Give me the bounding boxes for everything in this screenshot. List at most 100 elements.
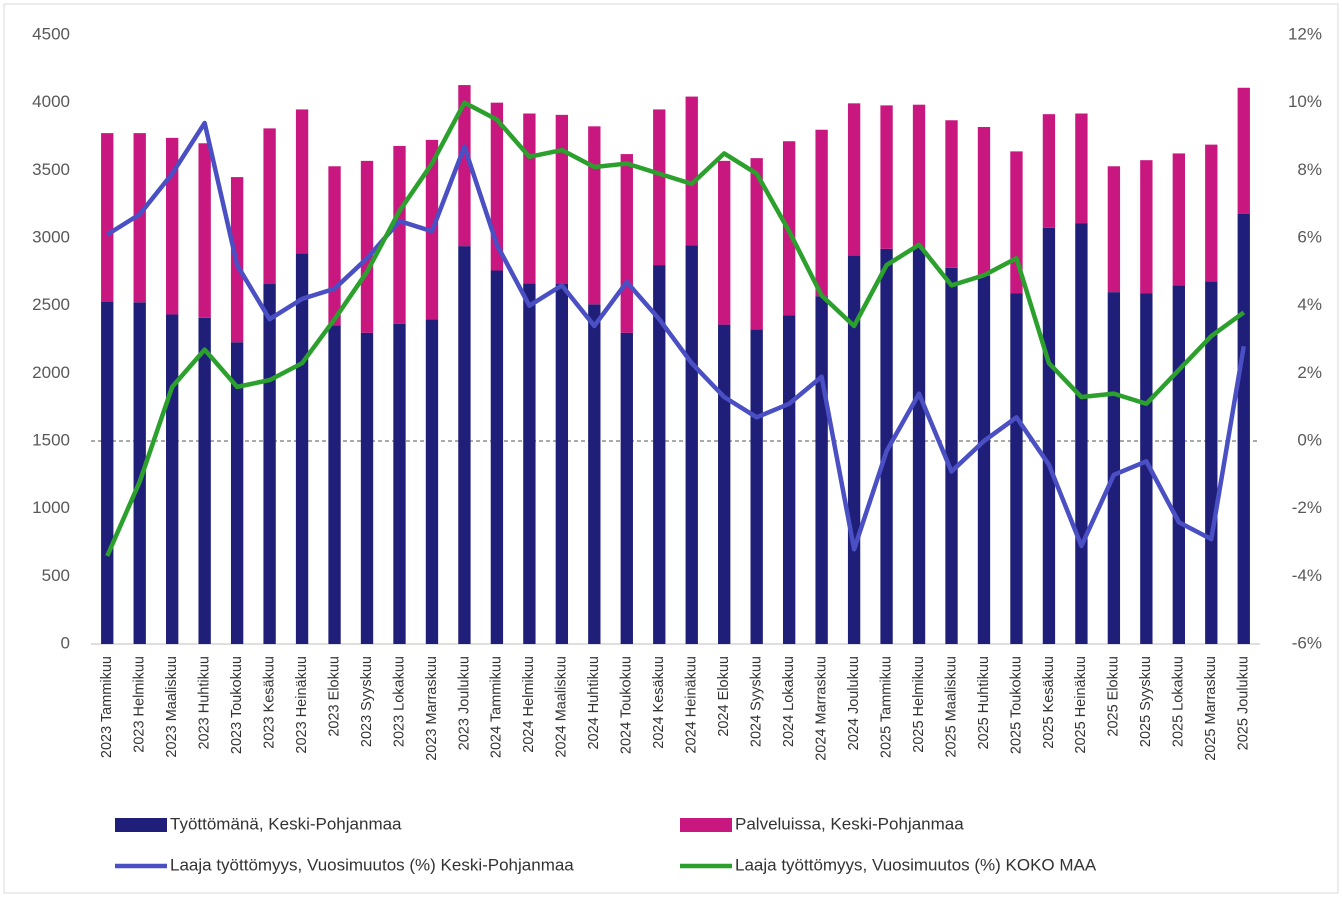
legend-swatch bbox=[680, 818, 732, 832]
y-tick-label: 3500 bbox=[32, 160, 70, 179]
legend-label: Laaja työttömyys, Vuosimuutos (%) Keski-… bbox=[170, 855, 574, 874]
x-tick-label: 2025 Heinäkuu bbox=[1073, 656, 1089, 754]
bar bbox=[295, 109, 309, 254]
bar bbox=[750, 329, 763, 644]
x-tick-label: 2024 Huhtikuu bbox=[586, 656, 602, 750]
x-tick-label: 2024 Toukokuu bbox=[619, 656, 635, 754]
x-tick-label: 2023 Marraskuu bbox=[424, 656, 440, 761]
x-tick-label: 2025 Huhtikuu bbox=[976, 656, 992, 750]
bar bbox=[555, 114, 569, 285]
bar bbox=[133, 302, 146, 644]
x-tick-label: 2025 Kesäkuu bbox=[1041, 656, 1057, 749]
bar bbox=[555, 284, 569, 644]
bar bbox=[1205, 144, 1218, 282]
bar bbox=[588, 304, 601, 644]
legend-label: Työttömänä, Keski-Pohjanmaa bbox=[170, 814, 402, 833]
x-tick-label: 2025 Joulukuu bbox=[1236, 656, 1252, 750]
y-tick-label: 4500 bbox=[32, 24, 70, 43]
bar bbox=[1237, 213, 1250, 644]
bar bbox=[1237, 87, 1250, 214]
bar bbox=[198, 317, 211, 644]
bar bbox=[945, 267, 958, 644]
x-tick-label: 2023 Elokuu bbox=[326, 656, 342, 737]
x-tick-label: 2025 Tammikuu bbox=[878, 656, 894, 758]
bar bbox=[1205, 281, 1218, 644]
x-tick-label: 2023 Heinäkuu bbox=[294, 656, 310, 754]
bar bbox=[880, 248, 893, 644]
bar bbox=[977, 275, 991, 644]
y2-tick-label: 8% bbox=[1297, 160, 1322, 179]
y-tick-label: 0 bbox=[61, 633, 70, 652]
x-tick-label: 2023 Maaliskuu bbox=[164, 656, 180, 758]
x-tick-label: 2023 Joulukuu bbox=[456, 656, 472, 750]
x-tick-label: 2024 Marraskuu bbox=[813, 656, 829, 761]
y2-tick-label: 4% bbox=[1297, 295, 1322, 314]
x-tick-label: 2023 Syyskuu bbox=[359, 656, 375, 747]
bar bbox=[198, 143, 211, 318]
y2-tick-label: 0% bbox=[1297, 430, 1322, 449]
x-tick-label: 2025 Maaliskuu bbox=[943, 656, 959, 758]
y-tick-label: 500 bbox=[42, 566, 70, 585]
bar bbox=[230, 342, 244, 644]
bar bbox=[263, 128, 276, 285]
bar bbox=[166, 137, 179, 315]
y-tick-label: 3000 bbox=[32, 227, 70, 246]
bar bbox=[458, 246, 471, 644]
x-tick-label: 2025 Toukokuu bbox=[1008, 656, 1024, 754]
bar bbox=[133, 133, 146, 303]
x-tick-label: 2024 Elokuu bbox=[716, 656, 732, 737]
x-tick-label: 2024 Syyskuu bbox=[749, 656, 765, 747]
legend-label: Palveluissa, Keski-Pohjanmaa bbox=[735, 814, 964, 833]
bar bbox=[718, 160, 731, 325]
y-tick-label: 4000 bbox=[32, 92, 70, 111]
bar bbox=[620, 332, 633, 644]
line bbox=[105, 100, 1246, 557]
x-tick-label: 2025 Helmikuu bbox=[911, 656, 927, 753]
x-tick-label: 2025 Lokakuu bbox=[1171, 656, 1187, 747]
bar bbox=[490, 270, 504, 644]
bar bbox=[653, 109, 666, 266]
legend-label: Laaja työttömyys, Vuosimuutos (%) KOKO M… bbox=[735, 855, 1097, 874]
bar bbox=[815, 296, 828, 644]
y2-tick-label: -4% bbox=[1292, 566, 1322, 585]
x-tick-label: 2023 Tammikuu bbox=[99, 656, 115, 758]
x-tick-label: 2024 Joulukuu bbox=[846, 656, 862, 750]
y2-tick-label: 12% bbox=[1288, 24, 1322, 43]
line bbox=[106, 120, 1246, 552]
bar bbox=[588, 126, 601, 305]
bar bbox=[523, 113, 536, 284]
bar bbox=[685, 245, 698, 644]
x-tick-label: 2023 Helmikuu bbox=[132, 656, 148, 753]
x-tick-label: 2024 Kesäkuu bbox=[651, 656, 667, 749]
x-tick-label: 2025 Marraskuu bbox=[1203, 656, 1219, 761]
bar bbox=[360, 332, 374, 644]
bar bbox=[1107, 292, 1121, 644]
bar bbox=[1172, 285, 1185, 644]
x-tick-label: 2025 Elokuu bbox=[1106, 656, 1122, 737]
bar bbox=[393, 145, 406, 324]
bar bbox=[847, 103, 861, 256]
y-tick-label: 1000 bbox=[32, 498, 70, 517]
bar bbox=[718, 324, 731, 644]
bar bbox=[360, 160, 374, 333]
bar bbox=[1107, 166, 1121, 293]
bar bbox=[912, 104, 926, 248]
bar bbox=[1042, 227, 1056, 644]
bar bbox=[815, 129, 828, 297]
bar bbox=[166, 314, 179, 644]
x-tick-label: 2023 Huhtikuu bbox=[196, 656, 212, 750]
bar bbox=[685, 96, 698, 246]
y2-tick-label: 10% bbox=[1288, 92, 1322, 111]
bar bbox=[1140, 293, 1153, 644]
x-tick-label: 2024 Heinäkuu bbox=[684, 656, 700, 754]
y-tick-label: 2500 bbox=[32, 295, 70, 314]
bar bbox=[620, 154, 633, 333]
bar bbox=[393, 323, 406, 644]
bar bbox=[912, 247, 926, 644]
x-tick-label: 2023 Kesäkuu bbox=[261, 656, 277, 749]
bar bbox=[328, 325, 341, 644]
bar bbox=[750, 158, 763, 330]
bar bbox=[782, 315, 796, 644]
x-tick-label: 2024 Helmikuu bbox=[521, 656, 537, 753]
